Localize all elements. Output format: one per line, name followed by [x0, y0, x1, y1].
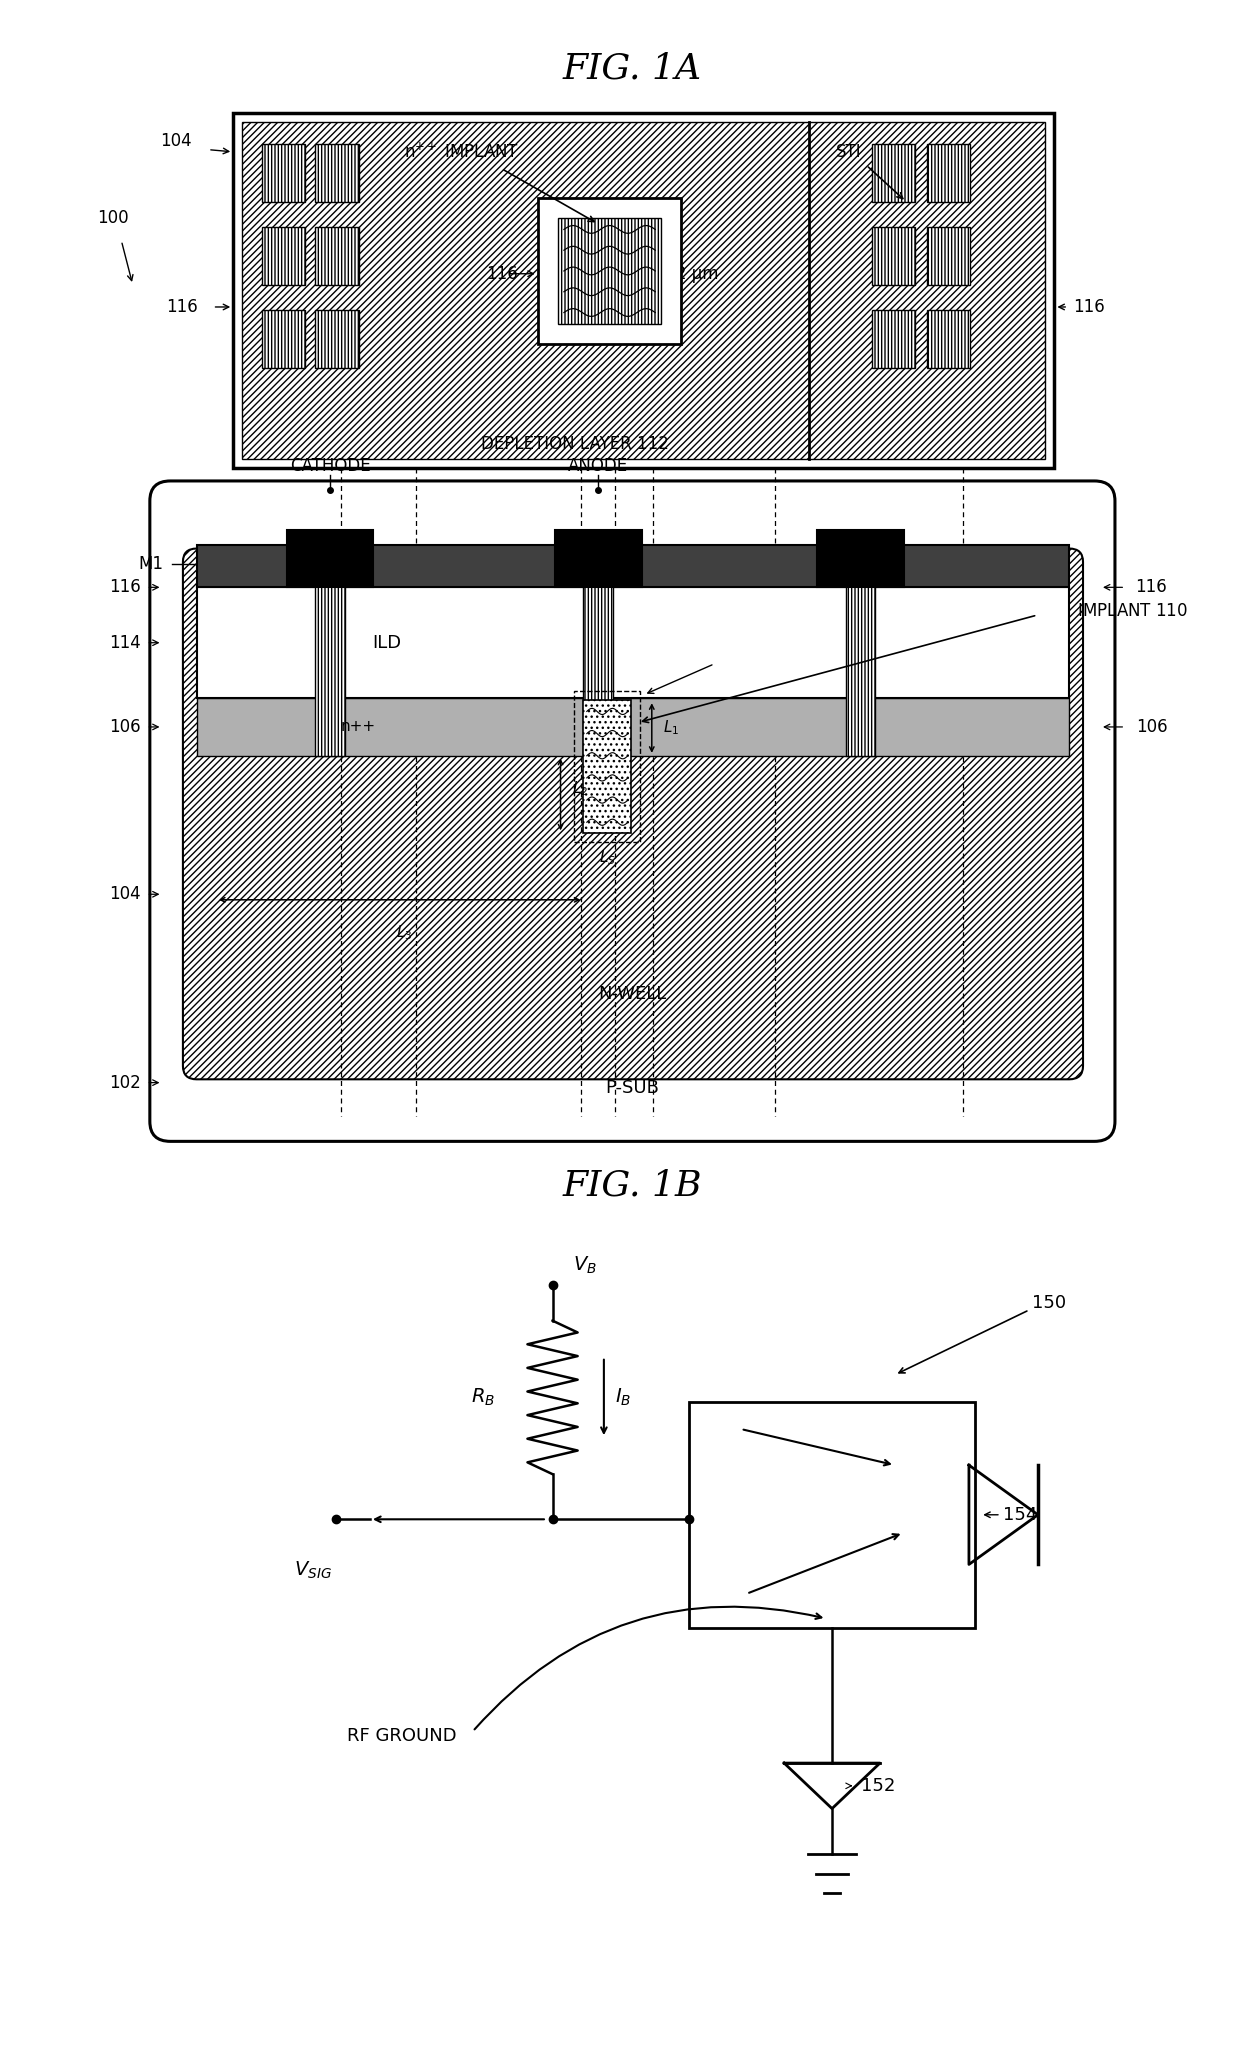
Bar: [262, 228, 305, 285]
Text: 1.2 μm: 1.2 μm: [660, 265, 719, 283]
Bar: [554, 529, 641, 587]
Text: 116: 116: [486, 265, 518, 283]
Text: 116: 116: [1073, 298, 1105, 316]
Text: FIG. 1A: FIG. 1A: [563, 51, 702, 86]
Text: ANODE: ANODE: [568, 458, 629, 476]
Text: 116: 116: [109, 579, 140, 597]
Text: FIG. 1B: FIG. 1B: [563, 1168, 702, 1202]
Bar: [926, 228, 970, 285]
Text: M1: M1: [139, 554, 164, 573]
Bar: [583, 700, 631, 833]
Text: $L_3$: $L_3$: [396, 923, 413, 942]
Text: $R_B$: $R_B$: [471, 1387, 496, 1408]
Bar: [233, 113, 1054, 468]
Bar: [315, 144, 358, 201]
Text: DEPLETION LAYER 112: DEPLETION LAYER 112: [481, 435, 670, 453]
Text: $L_S$: $L_S$: [599, 847, 616, 868]
Bar: [846, 534, 875, 755]
Text: STI: STI: [836, 144, 862, 160]
Text: $V_{SIG}$: $V_{SIG}$: [294, 1560, 332, 1582]
Bar: [872, 228, 915, 285]
Text: 108: 108: [719, 646, 751, 665]
Text: 104: 104: [160, 131, 192, 150]
FancyBboxPatch shape: [150, 480, 1115, 1141]
Bar: [583, 534, 613, 755]
Bar: [242, 121, 1045, 460]
Text: 106: 106: [1136, 718, 1167, 737]
Bar: [574, 692, 640, 841]
Text: n$^{++}$ IMPLANT: n$^{++}$ IMPLANT: [404, 142, 518, 162]
Bar: [872, 310, 915, 367]
Text: $L_2$: $L_2$: [572, 780, 588, 798]
Text: 154: 154: [1003, 1506, 1038, 1525]
Text: CATHODE: CATHODE: [290, 458, 371, 476]
Text: 106: 106: [109, 718, 140, 737]
Text: 150: 150: [1032, 1293, 1066, 1311]
Text: N-WELL: N-WELL: [598, 985, 667, 1003]
Bar: [262, 310, 305, 367]
FancyBboxPatch shape: [184, 548, 1083, 1079]
Bar: [689, 1402, 975, 1627]
Text: 114: 114: [109, 634, 140, 653]
Bar: [315, 310, 358, 367]
Text: 102: 102: [109, 1073, 140, 1092]
Bar: [315, 534, 345, 755]
Bar: [315, 228, 358, 285]
Text: $V_B$: $V_B$: [573, 1254, 596, 1276]
Bar: [286, 529, 373, 587]
Bar: [262, 144, 305, 201]
Bar: [872, 144, 915, 201]
Text: 152: 152: [861, 1777, 895, 1796]
Text: $L_1$: $L_1$: [663, 718, 680, 737]
Text: ILD: ILD: [372, 634, 402, 653]
Text: p$^{++}$ IMPLANT 110: p$^{++}$ IMPLANT 110: [1038, 599, 1188, 624]
Bar: [926, 310, 970, 367]
Text: RF GROUND: RF GROUND: [347, 1728, 456, 1744]
Bar: [197, 698, 1069, 755]
Text: 100: 100: [98, 209, 129, 228]
Bar: [558, 218, 661, 324]
Text: P-SUB: P-SUB: [605, 1079, 660, 1098]
Text: 116: 116: [1136, 579, 1167, 597]
Bar: [926, 144, 970, 201]
Text: 116: 116: [166, 298, 197, 316]
Text: n++: n++: [341, 720, 376, 735]
Bar: [817, 529, 904, 587]
Text: $I_B$: $I_B$: [615, 1387, 631, 1408]
Bar: [197, 587, 1069, 698]
Bar: [197, 546, 1069, 587]
Bar: [538, 199, 682, 343]
Text: 104: 104: [109, 884, 140, 903]
